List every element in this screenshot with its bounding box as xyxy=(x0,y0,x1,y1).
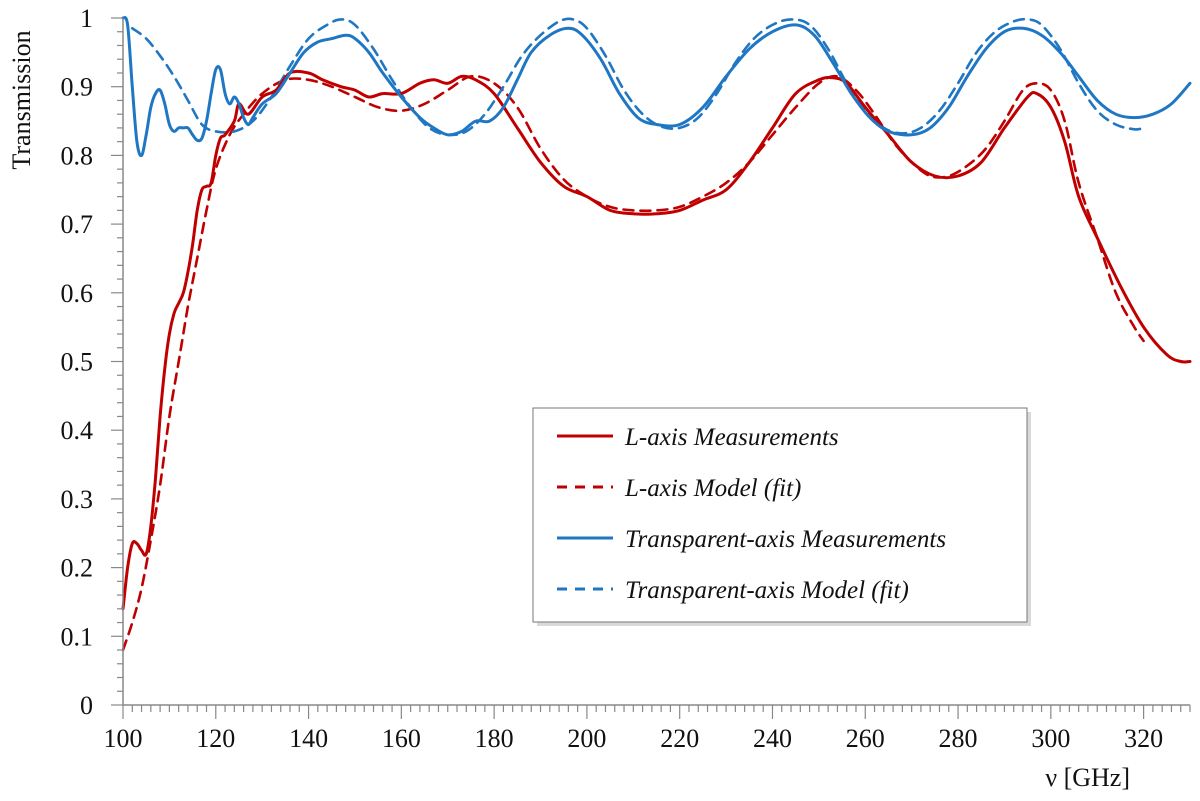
x-tick-label: 300 xyxy=(1031,724,1070,753)
series-line-l-axis-measurements xyxy=(121,69,1192,611)
x-axis-title: ν [GHz] xyxy=(1045,763,1130,792)
ticks-layer: 100 120 140 160 180 200 220 240 260 280 300 320 0 0.1… xyxy=(61,4,1191,753)
y-tick-label: 0.9 xyxy=(61,73,94,102)
y-tick-label: 0.8 xyxy=(61,141,94,170)
series-line-transparent-axis-model-fit xyxy=(131,17,1145,137)
y-tick-label: 0.4 xyxy=(61,416,94,445)
legend-label: Transparent-axis Measurements xyxy=(625,526,946,553)
x-tick-label: 260 xyxy=(846,724,885,753)
y-tick-label: 0.7 xyxy=(61,210,94,239)
x-tick-label: 140 xyxy=(289,724,328,753)
series-line-transparent-axis-measurements xyxy=(121,16,1192,158)
series-layer xyxy=(121,16,1192,652)
x-tick-label: 280 xyxy=(939,724,978,753)
x-tick-label: 160 xyxy=(382,724,421,753)
y-tick-label: 0.6 xyxy=(61,279,94,308)
y-tick-label: 0.1 xyxy=(61,622,94,651)
y-tick-label: 0.3 xyxy=(61,485,94,514)
x-tick-label: 180 xyxy=(475,724,514,753)
legend-label: L-axis Measurements xyxy=(624,424,839,451)
x-tick-label: 100 xyxy=(104,724,143,753)
y-tick-label: 0.5 xyxy=(61,348,94,377)
y-tick-label: 0.2 xyxy=(61,554,94,583)
legend-box xyxy=(532,407,1028,623)
legend: L-axis Measurements L-axis Model (fit) Tra… xyxy=(532,407,1031,626)
x-tick-label: 320 xyxy=(1124,724,1163,753)
x-tick-label: 240 xyxy=(753,724,792,753)
series-line-l-axis-model-fit xyxy=(121,74,1145,652)
x-tick-label: 220 xyxy=(660,724,699,753)
y-tick-label: 1 xyxy=(80,4,93,33)
legend-label: Transparent-axis Model (fit) xyxy=(625,577,909,604)
legend-label: L-axis Model (fit) xyxy=(624,475,801,502)
y-axis-title: Transmission xyxy=(7,30,36,169)
x-tick-label: 200 xyxy=(567,724,606,753)
y-tick-label: 0 xyxy=(80,691,93,720)
x-tick-label: 120 xyxy=(196,724,235,753)
